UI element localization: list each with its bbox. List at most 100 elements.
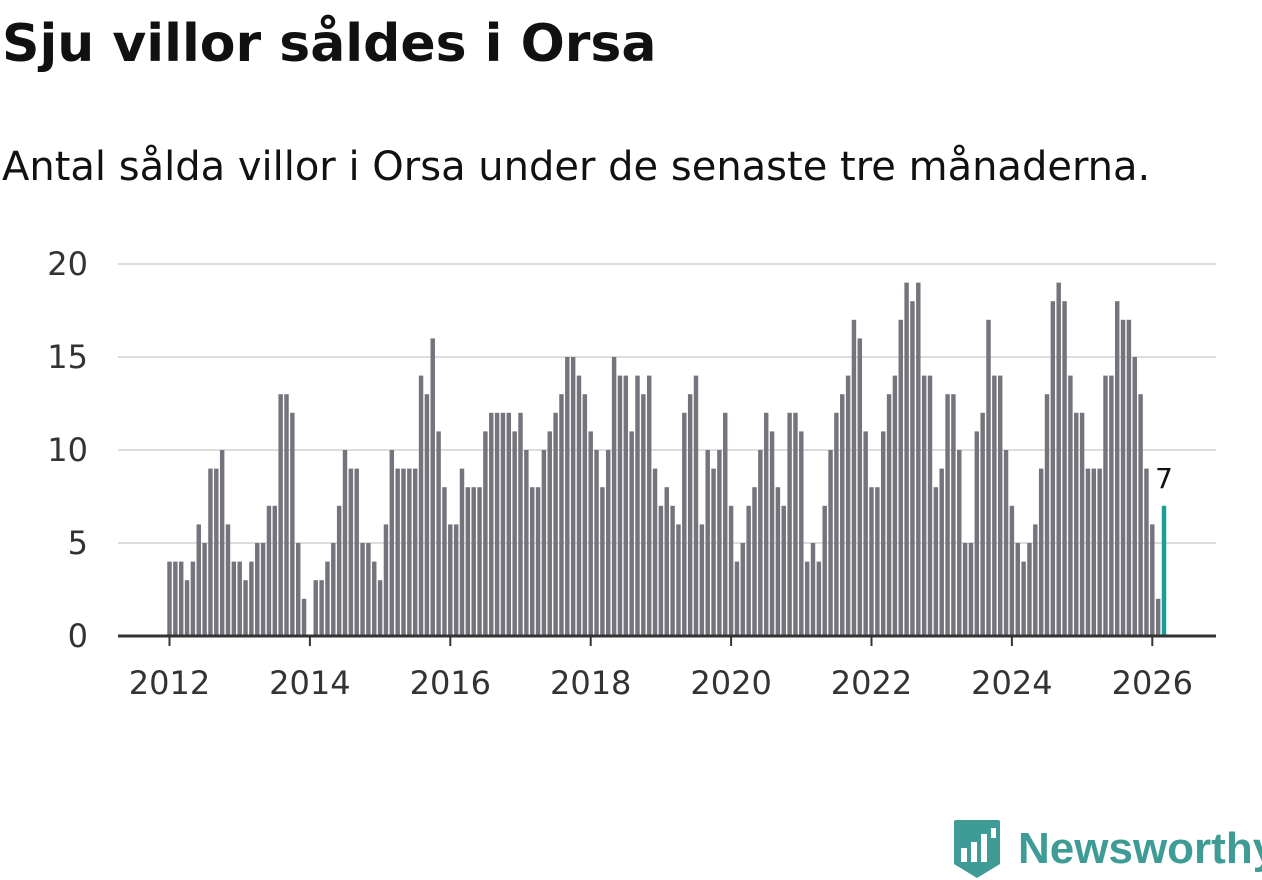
bar — [781, 505, 786, 636]
x-tick-label: 2014 — [269, 664, 350, 702]
bar — [997, 375, 1003, 636]
bar — [658, 505, 664, 636]
bar — [430, 338, 435, 636]
newsworthy-logo: Newsworthy — [952, 818, 1262, 880]
bar — [202, 543, 207, 636]
bar — [916, 282, 921, 636]
x-tick-label: 2020 — [690, 664, 771, 702]
bar — [559, 394, 564, 636]
bar — [840, 394, 845, 636]
bar — [828, 450, 833, 636]
bar — [225, 524, 231, 636]
bar — [775, 487, 781, 636]
x-tick-label: 2022 — [831, 664, 912, 702]
bar — [331, 543, 336, 636]
bar — [383, 524, 389, 636]
bar — [243, 580, 248, 636]
bar — [641, 394, 646, 636]
bar — [424, 394, 430, 636]
bar — [606, 450, 611, 636]
bar — [1155, 598, 1161, 636]
y-tick-label: 0 — [68, 617, 88, 655]
y-tick-label: 15 — [47, 338, 88, 376]
bar — [553, 412, 558, 636]
bar — [255, 543, 260, 636]
bar — [845, 375, 851, 636]
bar — [190, 561, 196, 636]
bar — [249, 561, 254, 636]
bar — [740, 543, 746, 636]
bar — [1103, 375, 1108, 636]
bar — [974, 431, 980, 636]
bar — [588, 431, 593, 636]
bar — [951, 394, 956, 636]
bar — [570, 357, 576, 636]
bar — [489, 412, 494, 636]
bar — [910, 301, 915, 636]
y-tick-label: 5 — [68, 524, 88, 562]
bar — [664, 487, 669, 636]
bar — [1079, 412, 1085, 636]
bar — [360, 543, 365, 636]
highlight-value-label: 7 — [1155, 462, 1173, 495]
bar — [1044, 394, 1050, 636]
bar — [746, 505, 751, 636]
bar — [290, 412, 295, 636]
bar — [547, 431, 552, 636]
x-tick-label: 2016 — [410, 664, 491, 702]
bar — [1038, 468, 1044, 636]
bar — [319, 580, 324, 636]
bar — [565, 357, 570, 636]
bar — [705, 450, 710, 636]
x-tick-label: 2012 — [129, 664, 210, 702]
bar — [465, 487, 471, 636]
bar — [219, 450, 225, 636]
bar — [1109, 375, 1114, 636]
bar — [342, 450, 348, 636]
bar — [541, 450, 547, 636]
bar — [1033, 524, 1038, 636]
bar — [237, 561, 242, 636]
bar — [804, 561, 810, 636]
bar — [284, 394, 289, 636]
bar — [1015, 543, 1020, 636]
bar — [968, 543, 974, 636]
bar — [758, 450, 763, 636]
bar — [401, 468, 406, 636]
bar — [1009, 505, 1015, 636]
bar — [500, 412, 506, 636]
bar — [652, 468, 658, 636]
bar — [600, 487, 605, 636]
bar — [939, 468, 944, 636]
bar — [313, 580, 318, 636]
bar — [734, 561, 740, 636]
chart-subtitle: Antal sålda villor i Orsa under de senas… — [2, 144, 1151, 190]
bar — [1074, 412, 1079, 636]
bar — [857, 338, 863, 636]
bar — [354, 468, 359, 636]
bar — [787, 412, 792, 636]
bar — [453, 524, 459, 636]
bar — [1120, 319, 1126, 636]
bar — [278, 394, 283, 636]
bar — [851, 319, 857, 636]
bar — [986, 319, 991, 636]
bar — [623, 375, 629, 636]
bar — [717, 450, 722, 636]
bar — [670, 505, 675, 636]
bar — [1068, 375, 1073, 636]
bar — [1091, 468, 1097, 636]
bar — [518, 412, 523, 636]
bar — [898, 319, 903, 636]
axes: 0 5 10 15 20 2012 2014 2016 2018 2020 2022 2024 2026 — [47, 245, 1216, 702]
bar — [1138, 394, 1143, 636]
bar — [799, 431, 804, 636]
bar — [366, 543, 371, 636]
chart-title: Sju villor såldes i Orsa — [2, 14, 657, 74]
bar — [816, 561, 822, 636]
bar — [693, 375, 699, 636]
bar — [892, 375, 898, 636]
bar — [687, 394, 693, 636]
bar — [1056, 282, 1061, 636]
